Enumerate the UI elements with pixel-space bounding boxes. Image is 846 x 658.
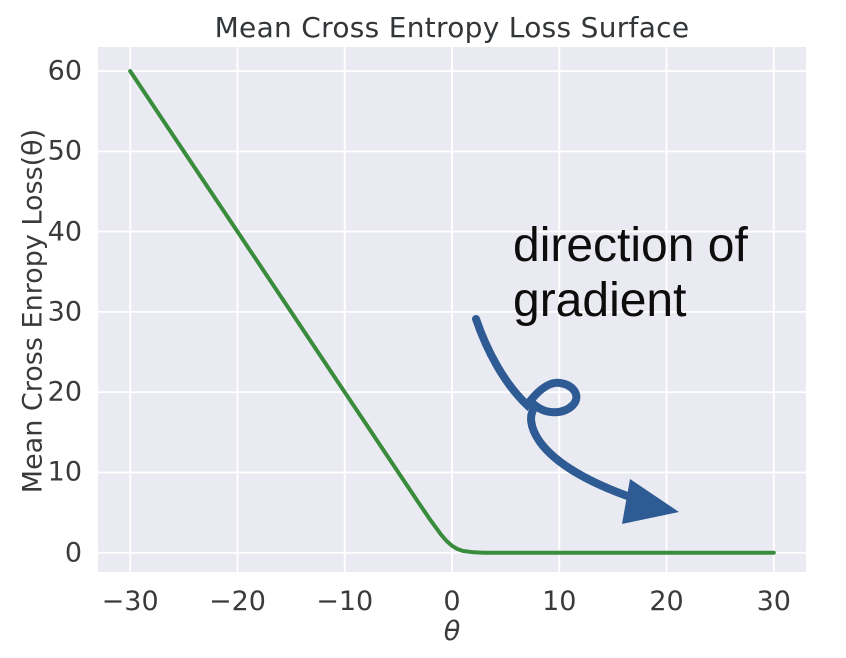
x-tick-label: −20	[208, 586, 266, 617]
x-tick-label: −10	[316, 586, 374, 617]
y-tick-label: 10	[47, 456, 82, 488]
y-tick-label: 60	[47, 55, 82, 87]
x-tick-label: −30	[101, 586, 159, 617]
annotation-text: direction of gradient	[513, 218, 748, 328]
x-tick-label: 10	[542, 586, 577, 617]
y-axis-label: Mean Cross Enropy Loss(θ)	[17, 128, 49, 494]
y-tick-label: 20	[47, 376, 82, 408]
y-tick-label: 40	[47, 216, 82, 248]
annotation-line-2: gradient	[513, 274, 687, 327]
gradient-arrow-head	[622, 479, 679, 524]
loss-curve	[128, 69, 776, 555]
x-axis-label: θ	[443, 616, 461, 647]
gradient-arrow-shaft	[472, 315, 637, 502]
y-tick-label: 30	[47, 296, 82, 328]
x-tick-label: 20	[649, 586, 684, 617]
x-tick-label: 30	[756, 586, 791, 617]
annotation-line-1: direction of	[513, 219, 748, 272]
y-tick-label: 50	[47, 135, 82, 167]
chart-title: Mean Cross Entropy Loss Surface	[214, 11, 690, 44]
gridlines	[98, 47, 806, 572]
gradient-arrow	[472, 315, 679, 524]
x-tick-label: 0	[443, 586, 461, 617]
y-tick-label: 0	[64, 537, 82, 569]
